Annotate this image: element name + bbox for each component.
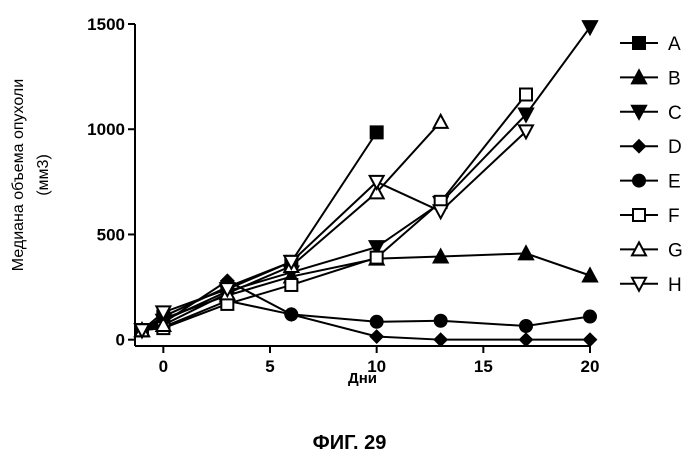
- data-point: [434, 205, 448, 218]
- y-tick-label: 1500: [87, 15, 125, 34]
- figure-caption: ФИГ. 29: [0, 432, 699, 455]
- legend: ABCDEFGH: [620, 34, 683, 296]
- data-point: [371, 331, 383, 343]
- legend-marker: [633, 140, 645, 152]
- legend-item-d: D: [620, 137, 682, 158]
- legend-item-b: B: [620, 68, 681, 89]
- data-point: [371, 126, 383, 138]
- data-point: [584, 311, 596, 323]
- series-a: [136, 126, 383, 336]
- data-point: [435, 315, 447, 327]
- y-axis-title: Медиана объема опухоли: [10, 79, 27, 271]
- legend-label: B: [668, 68, 681, 89]
- data-point: [520, 334, 532, 346]
- legend-label: C: [668, 103, 682, 124]
- x-axis-title: Дни: [348, 370, 377, 387]
- legend-marker: [633, 175, 645, 187]
- legend-item-c: C: [620, 103, 682, 124]
- y-tick-label: 500: [97, 225, 125, 244]
- data-point: [584, 334, 596, 346]
- series-f: [136, 89, 532, 337]
- series-c: [135, 21, 597, 337]
- y-tick-label: 1000: [87, 120, 125, 139]
- series-layer: [135, 21, 597, 346]
- y-axis-unit: (мм3): [35, 154, 52, 196]
- legend-item-a: A: [620, 34, 681, 55]
- legend-marker: [633, 209, 645, 221]
- x-tick-label: 0: [159, 357, 168, 376]
- series-line: [142, 132, 377, 330]
- data-point: [434, 115, 448, 128]
- x-tick-label: 5: [265, 357, 274, 376]
- data-point: [371, 252, 383, 264]
- legend-label: E: [668, 172, 681, 193]
- data-point: [435, 334, 447, 346]
- legend-item-g: G: [620, 240, 683, 261]
- series-line: [142, 95, 526, 331]
- x-tick-label: 15: [474, 357, 493, 376]
- data-point: [285, 308, 297, 320]
- legend-item-h: H: [620, 275, 682, 296]
- x-tick-label: 20: [581, 357, 600, 376]
- series-line: [142, 27, 590, 330]
- y-tick-label: 0: [116, 331, 125, 350]
- legend-item-e: E: [620, 172, 681, 193]
- legend-label: F: [668, 206, 680, 227]
- legend-label: G: [668, 240, 683, 261]
- legend-marker: [633, 37, 645, 49]
- legend-item-f: F: [620, 206, 680, 227]
- data-point: [520, 320, 532, 332]
- legend-label: H: [668, 275, 682, 296]
- tumor-volume-chart: 05001000150005101520 ABCDEFGH Дни Медиан…: [0, 0, 699, 430]
- legend-label: A: [668, 34, 681, 55]
- legend-label: D: [668, 137, 682, 158]
- data-point: [583, 268, 597, 281]
- series-g: [135, 115, 448, 336]
- data-point: [371, 316, 383, 328]
- data-point: [520, 89, 532, 101]
- data-point: [285, 279, 297, 291]
- series-line: [142, 122, 441, 330]
